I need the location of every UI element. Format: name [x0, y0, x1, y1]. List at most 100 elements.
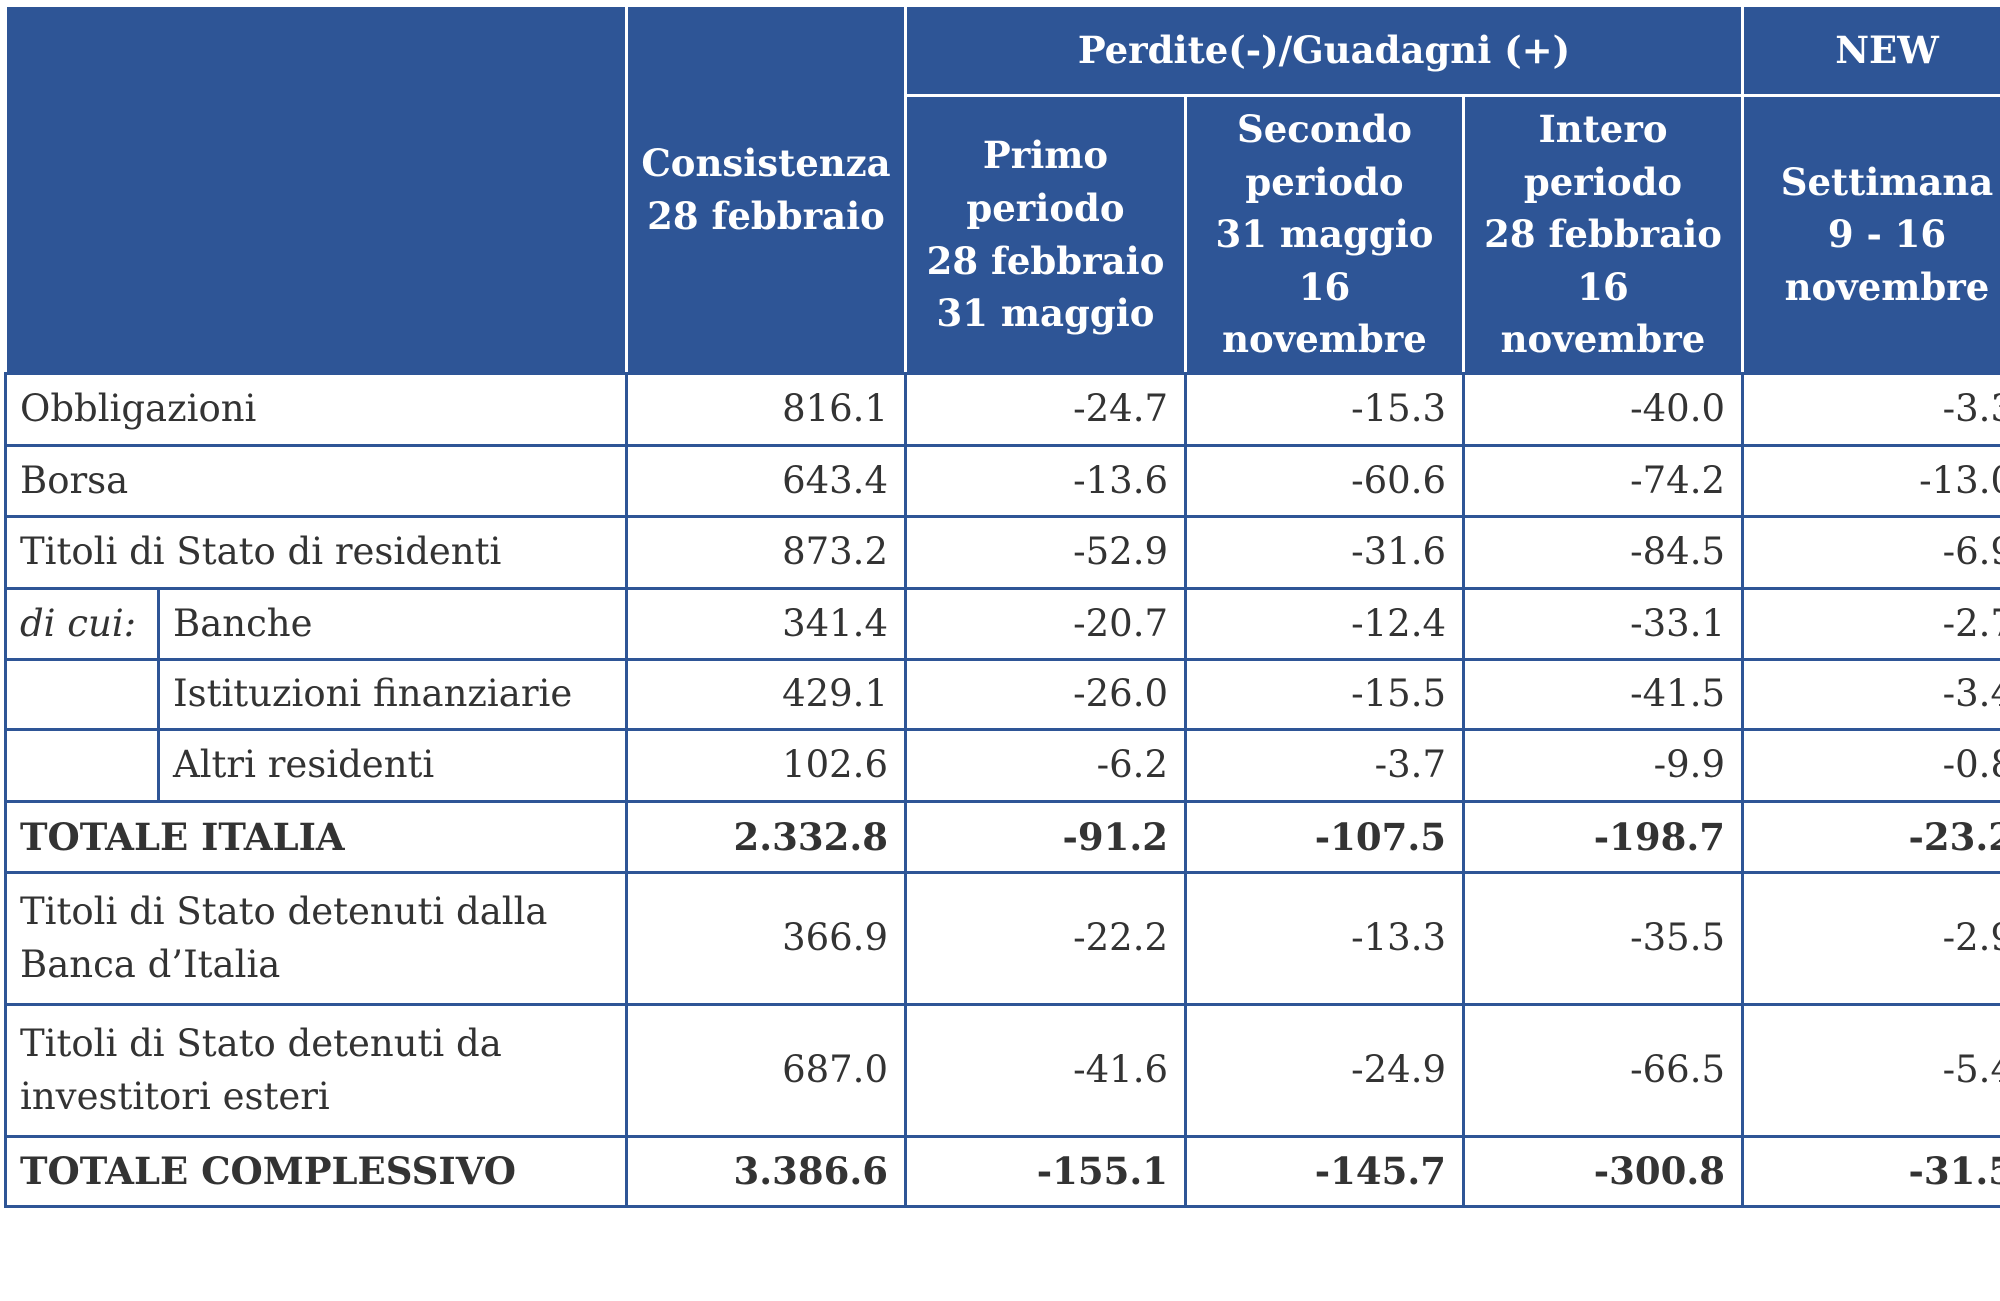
row-label: Banche: [157, 587, 628, 661]
header-line: novembre: [1500, 317, 1706, 362]
row-label: Titoli di Stato detenuti da investitori …: [4, 1003, 628, 1138]
value-cell: 3.386.6: [625, 1135, 907, 1208]
value-cell: -24.7: [904, 372, 1187, 447]
value-cell-text: -60.6: [1351, 458, 1446, 502]
header-line: Intero: [1538, 107, 1668, 152]
prefix-cell-text: di cui:: [20, 601, 137, 645]
header-new: NEW: [1741, 4, 2000, 97]
value-cell-text: -22.2: [1073, 916, 1168, 960]
value-cell-text: -15.5: [1351, 672, 1446, 716]
header-label: Settimana 9 - 16 novembre: [1781, 156, 1994, 314]
row-label-text: Banche: [173, 601, 313, 645]
row-label: Borsa: [4, 444, 628, 518]
value-cell: -198.7: [1462, 800, 1744, 874]
row-label: Altri residenti: [157, 728, 628, 803]
header-line: 31 maggio: [1215, 212, 1434, 257]
value-cell-text: -6.9: [1942, 530, 2000, 574]
row-label-text: Titoli di Stato detenuti da investitori …: [20, 1021, 502, 1118]
header-label: Secondo periodo 31 maggio 16 novembre: [1216, 103, 1434, 366]
header-line: 28 febbraio: [926, 238, 1165, 283]
value-cell-text: -41.5: [1630, 672, 1725, 716]
value-cell-text: 687.0: [782, 1048, 888, 1092]
row-label: Obbligazioni: [4, 372, 628, 447]
value-cell-text: -12.4: [1351, 601, 1446, 645]
value-cell: -84.5: [1462, 515, 1744, 590]
value-cell: -22.2: [904, 871, 1187, 1006]
value-cell-text: -145.7: [1314, 1149, 1446, 1194]
value-cell-text: -66.5: [1630, 1048, 1725, 1092]
row-label-text: TOTALE COMPLESSIVO: [20, 1149, 516, 1194]
value-cell-text: -24.7: [1073, 387, 1168, 431]
value-cell-text: -52.9: [1073, 530, 1168, 574]
value-cell-text: -91.2: [1062, 814, 1168, 859]
value-cell-text: -15.3: [1351, 387, 1446, 431]
header-line: novembre: [1222, 317, 1427, 362]
value-cell-text: -31.6: [1351, 530, 1446, 574]
value-cell-text: -40.0: [1630, 387, 1725, 431]
value-cell-text: -9.9: [1653, 743, 1725, 787]
value-cell: 873.2: [625, 515, 907, 590]
prefix-cell: [4, 658, 160, 731]
value-cell-text: 366.9: [782, 916, 888, 960]
prefix-cell: [4, 728, 160, 803]
value-cell-text: 873.2: [782, 530, 888, 574]
value-cell: -9.9: [1462, 728, 1744, 803]
header-line: 16: [1577, 264, 1629, 309]
value-cell-text: 429.1: [782, 672, 888, 716]
value-cell-text: -3.7: [1374, 743, 1446, 787]
value-cell-text: 102.6: [782, 743, 888, 787]
value-cell: -31.6: [1184, 515, 1465, 590]
value-cell-text: -300.8: [1593, 1149, 1725, 1194]
value-cell: -41.5: [1462, 658, 1744, 731]
value-cell: -20.7: [904, 587, 1187, 661]
value-cell: -91.2: [904, 800, 1187, 874]
header-cell: Settimana 9 - 16 novembre: [1741, 94, 2000, 375]
value-cell: -13.3: [1184, 871, 1465, 1006]
row-label-text: Titoli di Stato detenuti dalla Banca d’I…: [20, 889, 548, 986]
value-cell: -31.5: [1741, 1135, 2000, 1208]
header-label: Intero periodo 28 febbraio 16 novembre: [1484, 103, 1722, 366]
header-line: 16: [1298, 264, 1351, 309]
header-cell: Consistenza 28 febbraio: [625, 4, 907, 375]
value-cell: 429.1: [625, 658, 907, 731]
value-cell: 687.0: [625, 1003, 907, 1138]
header-line: periodo: [1523, 159, 1683, 204]
value-cell-text: -6.2: [1096, 743, 1168, 787]
header-label: Consistenza 28 febbraio: [641, 137, 890, 242]
value-cell: -15.5: [1184, 658, 1465, 731]
header-cell: Secondo periodo 31 maggio 16 novembre: [1184, 94, 1465, 375]
value-cell-text: -155.1: [1036, 1149, 1168, 1194]
value-cell: -13.0: [1741, 444, 2000, 518]
row-label-text: Altri residenti: [173, 743, 435, 787]
header-line: Consistenza: [641, 140, 891, 185]
row-label: Titoli di Stato di residenti: [4, 515, 628, 590]
value-cell: 341.4: [625, 587, 907, 661]
header-group-text: Perdite(-)/Guadagni (+): [1077, 28, 1571, 73]
value-cell-text: -13.3: [1351, 916, 1446, 960]
header-line: Primo: [982, 133, 1109, 178]
header-line: 31 maggio: [936, 291, 1155, 336]
value-cell: -52.9: [904, 515, 1187, 590]
value-cell-text: -2.7: [1942, 601, 2000, 645]
row-label: TOTALE COMPLESSIVO: [4, 1135, 628, 1208]
value-cell-text: 816.1: [782, 387, 888, 431]
value-cell-text: -107.5: [1314, 814, 1446, 859]
value-cell-text: 643.4: [782, 458, 888, 502]
value-cell: -35.5: [1462, 871, 1744, 1006]
value-cell: -24.9: [1184, 1003, 1465, 1138]
value-cell: -12.4: [1184, 587, 1465, 661]
value-cell-text: -13.6: [1073, 458, 1168, 502]
value-cell: -6.9: [1741, 515, 2000, 590]
value-cell-text: -41.6: [1073, 1048, 1168, 1092]
value-cell-text: -31.5: [1908, 1149, 2000, 1194]
header-line: 28 febbraio: [647, 193, 885, 238]
value-cell: -0.8: [1741, 728, 2000, 803]
prefix-cell: di cui:: [4, 587, 160, 661]
row-label-text: Obbligazioni: [20, 387, 257, 431]
value-cell: -5.4: [1741, 1003, 2000, 1138]
row-label: Titoli di Stato detenuti dalla Banca d’I…: [4, 871, 628, 1006]
value-cell: -66.5: [1462, 1003, 1744, 1138]
header-line: periodo: [1245, 159, 1404, 204]
value-cell-text: 341.4: [782, 601, 888, 645]
value-cell: -60.6: [1184, 444, 1465, 518]
